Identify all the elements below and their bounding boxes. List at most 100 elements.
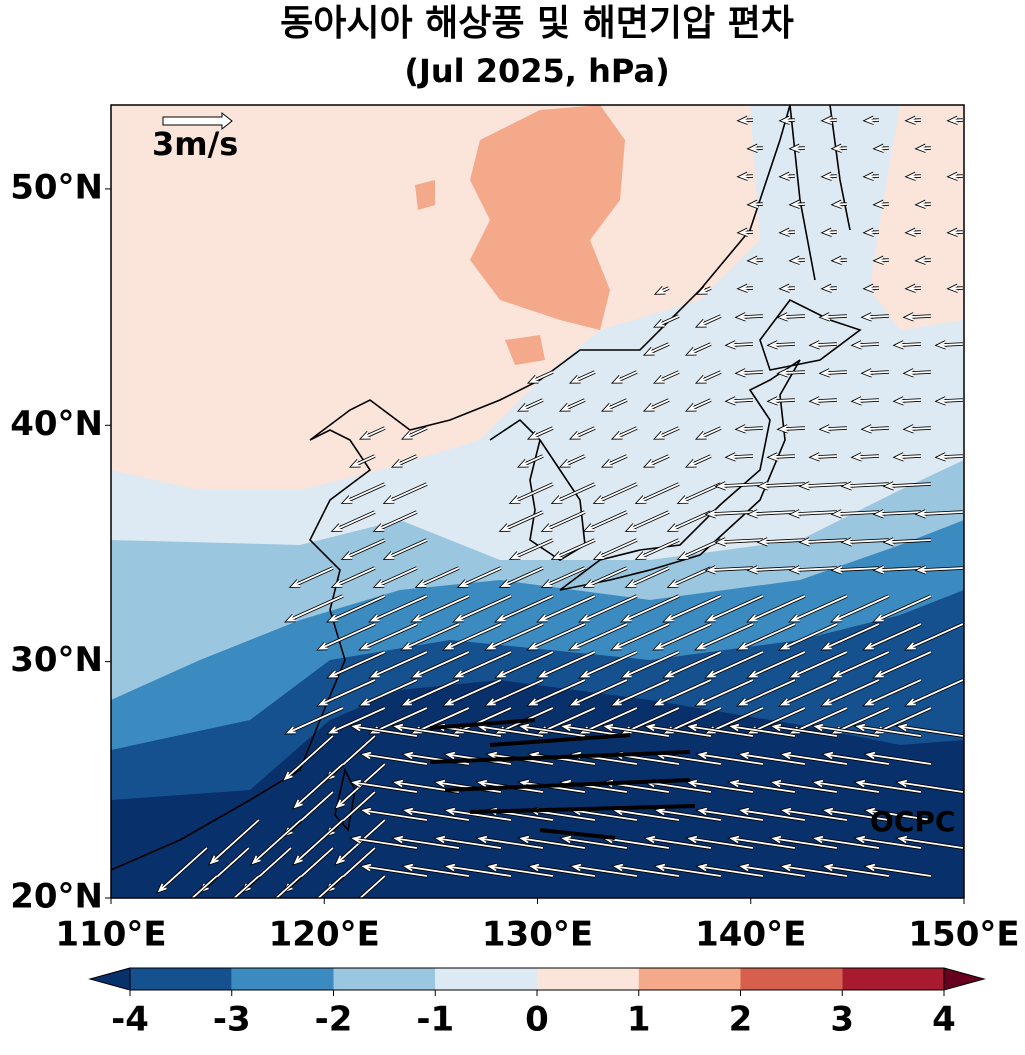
wind-arrow [790, 651, 848, 678]
wind-arrow [864, 623, 922, 650]
wind-arrow [936, 397, 963, 405]
wind-arrow [864, 228, 879, 237]
wind-arrow [622, 595, 680, 622]
wind-arrow [293, 763, 344, 809]
wind-arrow [538, 651, 596, 678]
wind-arrow [832, 144, 847, 153]
wind-arrow [332, 567, 376, 587]
wind-arrow [486, 679, 544, 706]
wind-arrow [626, 511, 670, 531]
colorbar-segment [842, 968, 944, 990]
wind-arrow [678, 483, 722, 503]
wind-arrow [739, 863, 805, 877]
colorbar-tick-label: 0 [525, 1000, 549, 1040]
wind-arrow [594, 539, 638, 559]
wind-arrow [832, 595, 890, 622]
wind-arrow [654, 623, 712, 650]
wind-arrow [874, 200, 889, 209]
wind-arrow [655, 863, 721, 877]
wind-arrow [528, 371, 554, 383]
colorbar-segment [537, 968, 639, 990]
wind-arrow [580, 651, 638, 678]
wind-arrow [335, 763, 386, 809]
colorbar-tick-label: 4 [932, 1000, 956, 1040]
wind-arrow [403, 863, 469, 877]
wind-arrow [477, 835, 543, 849]
wind-arrow [594, 483, 638, 503]
colorbar-segment [130, 968, 232, 990]
wind-arrow [318, 679, 376, 706]
wind-arrow [636, 483, 680, 503]
y-tick-label: 50°N [10, 167, 103, 207]
wind-arrow [800, 538, 847, 546]
wind-arrow [790, 510, 837, 518]
wind-arrow [813, 779, 879, 793]
wind-arrow [716, 482, 763, 490]
wind-arrow [655, 286, 670, 294]
wind-arrow [768, 341, 795, 349]
wind-arrow [560, 455, 586, 467]
wind-arrow [832, 510, 879, 518]
wind-arrow [810, 453, 837, 461]
wind-arrow [542, 511, 586, 531]
wind-arrow [748, 510, 795, 518]
wind-arrow [510, 539, 554, 559]
wind-arrow [738, 679, 796, 706]
wind-arrow [350, 455, 376, 467]
wind-arrow [528, 623, 586, 650]
wind-arrow [416, 567, 460, 587]
colorbar-segment [435, 968, 537, 990]
wind-arrow [696, 315, 722, 327]
wind-arrow [542, 567, 586, 587]
wind-arrow [842, 482, 889, 490]
wind-arrow [852, 341, 879, 349]
colorbar-tick-label: -3 [213, 1000, 251, 1040]
strong-wind-arrows [429, 718, 696, 840]
wind-arrow [897, 835, 963, 849]
wind-arrow [283, 735, 334, 781]
wind-arrow [897, 779, 963, 793]
y-tick-label: 20°N [10, 877, 103, 917]
wind-arrow [687, 835, 753, 849]
wind-arrow [916, 144, 931, 153]
wind-arrow [738, 172, 753, 181]
wind-arrow [444, 679, 502, 706]
y-tick-label: 30°N [10, 640, 103, 680]
wind-arrow [612, 679, 670, 706]
wind-arrow [402, 427, 428, 439]
wind-arrow [832, 256, 847, 265]
wind-arrow [771, 723, 837, 737]
wind-arrow [697, 863, 763, 877]
wind-arrow [748, 566, 795, 574]
wind-arrow [906, 284, 921, 293]
wind-arrow [645, 835, 711, 849]
wind-arrow [486, 623, 544, 650]
wind-arrow [852, 397, 879, 405]
wind-arrow [454, 651, 512, 678]
wind-arrow [496, 651, 554, 678]
wind-arrow [602, 455, 628, 467]
anomaly-field [470, 105, 625, 330]
wind-arrow [706, 510, 753, 518]
x-tick-label: 110°E [55, 915, 166, 955]
wind-arrow [518, 455, 544, 467]
wind-arrow [612, 371, 638, 383]
wind-arrow [729, 835, 795, 849]
wind-arrow [778, 313, 805, 321]
wind-arrow [894, 397, 921, 405]
wind-arrow [820, 425, 847, 433]
wind-arrow [697, 751, 763, 765]
wind-arrow [778, 369, 805, 377]
wind-arrow [726, 453, 753, 461]
colorbar-segment [740, 968, 843, 990]
wind-arrow [612, 427, 638, 439]
wind-arrow [936, 453, 963, 461]
wind-arrow [644, 343, 670, 355]
wind-arrow [916, 566, 963, 574]
wind-arrow [687, 723, 753, 737]
wind-arrow [771, 835, 837, 849]
wind-arrow [748, 595, 806, 622]
wind-arrow [487, 863, 553, 877]
wind-arrow [360, 679, 418, 706]
wind-arrow [697, 286, 712, 294]
